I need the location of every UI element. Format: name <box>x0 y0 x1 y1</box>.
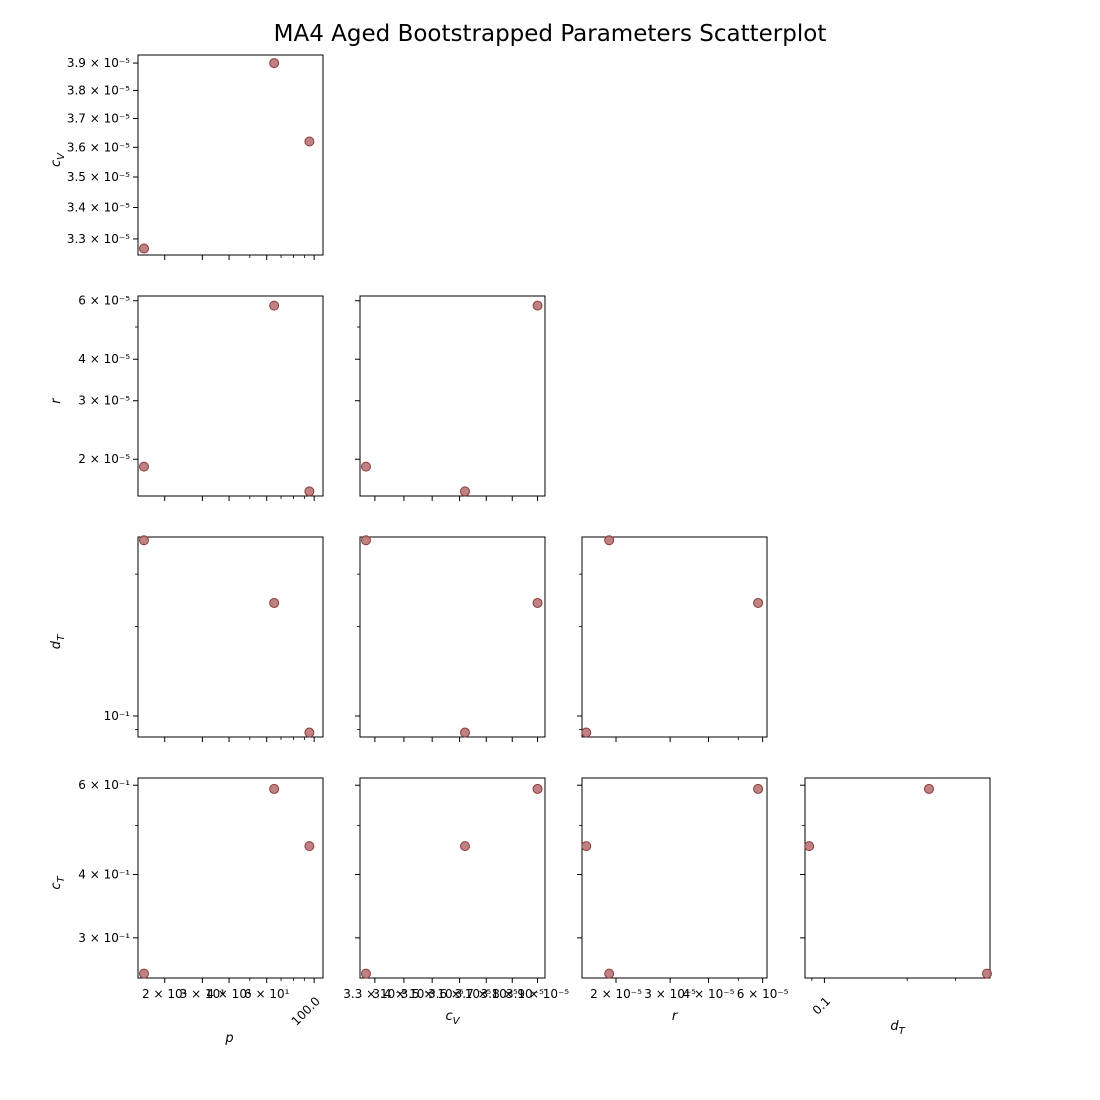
data-point-1 <box>604 535 615 546</box>
data-point-2 <box>923 783 934 794</box>
x-axis-label: cV <box>446 1009 461 1027</box>
x-tick-label: 3.5 × 10⁻⁵ <box>401 987 464 1001</box>
data-point-3 <box>581 727 592 738</box>
y-tick-label: 2 × 10⁻⁵ <box>78 452 130 466</box>
axes-frame <box>581 536 768 738</box>
x-tick-label: 6 × 10¹ <box>244 987 290 1001</box>
subplot-dT-vs-p: 10⁻¹ dT <box>49 535 324 742</box>
x-tick-label: 0.1 <box>810 994 833 1017</box>
data-point-1 <box>604 968 615 979</box>
y-tick-label: 3.5 × 10⁻⁵ <box>67 170 130 184</box>
y-axis-label: r <box>49 397 64 404</box>
axes-frame <box>137 777 324 979</box>
data-point-3 <box>804 841 815 852</box>
x-tick-label: 3 × 10⁻⁵ <box>644 987 696 1001</box>
data-point-3 <box>459 727 470 738</box>
data-point-3 <box>459 486 470 497</box>
y-tick-label: 3.8 × 10⁻⁵ <box>67 83 130 97</box>
y-tick-label: 3.4 × 10⁻⁵ <box>67 201 130 215</box>
axes-frame <box>359 295 546 497</box>
y-tick-label: 3.9 × 10⁻⁵ <box>67 56 130 70</box>
y-tick-label: 3.7 × 10⁻⁵ <box>67 111 130 125</box>
chart-title: MA4 Aged Bootstrapped Parameters Scatter… <box>274 21 827 47</box>
x-tick-label: 3.7 × 10⁻⁵ <box>455 987 518 1001</box>
subplot-cT-vs-dT: 0.1 dT <box>800 777 992 1037</box>
y-tick-label: 3 × 10⁻⁵ <box>78 394 130 408</box>
data-point-1 <box>138 243 149 254</box>
data-point-1 <box>981 968 992 979</box>
axes-frame <box>137 54 324 256</box>
x-tick-label: 2 × 10¹ <box>142 987 188 1001</box>
axes-frame <box>804 777 991 979</box>
y-tick-label: 4 × 10⁻¹ <box>78 868 130 882</box>
data-point-3 <box>304 727 315 738</box>
data-point-3 <box>304 841 315 852</box>
x-tick-label: 6 × 10⁻⁵ <box>737 987 789 1001</box>
subplot-dT-vs-r <box>577 535 768 742</box>
axes-frame <box>137 295 324 497</box>
x-tick-label: 3.3 × 10⁻⁵ <box>343 987 406 1001</box>
subplot-r-vs-cV <box>355 295 546 501</box>
data-point-3 <box>304 136 315 147</box>
x-axis-label: dT <box>890 1019 905 1037</box>
data-point-2 <box>532 783 543 794</box>
data-point-2 <box>269 300 280 311</box>
data-point-1 <box>360 535 371 546</box>
data-point-2 <box>753 597 764 608</box>
axes-frame <box>359 536 546 738</box>
data-point-2 <box>269 597 280 608</box>
data-point-2 <box>269 783 280 794</box>
y-axis-label: cT <box>49 875 67 889</box>
data-point-2 <box>532 597 543 608</box>
axes-frame <box>359 777 546 979</box>
y-tick-label: 3.3 × 10⁻⁵ <box>67 232 130 246</box>
x-tick-label: 100.0 <box>289 994 323 1028</box>
x-tick-label: 4 × 10¹ <box>206 987 252 1001</box>
axes-frame <box>581 777 768 979</box>
y-tick-label: 10⁻¹ <box>104 709 131 723</box>
data-point-3 <box>581 841 592 852</box>
data-point-1 <box>138 535 149 546</box>
axes-frame <box>137 536 324 738</box>
subplot-cT-vs-cV: 3.3 × 10⁻⁵3.4 × 10⁻⁵3.5 × 10⁻⁵3.6 × 10⁻⁵… <box>343 777 569 1027</box>
x-tick-label: 3.8 × 10⁻⁵ <box>481 987 544 1001</box>
y-tick-label: 3.6 × 10⁻⁵ <box>67 140 130 154</box>
x-tick-label: 3 × 10¹ <box>180 987 226 1001</box>
x-axis-label: p <box>224 1031 233 1046</box>
x-tick-label: 3.6 × 10⁻⁵ <box>428 987 491 1001</box>
x-tick-label: 4 × 10⁻⁵ <box>683 987 735 1001</box>
data-point-1 <box>360 968 371 979</box>
y-axis-label: dT <box>49 634 67 649</box>
y-axis-label: cV <box>49 152 67 167</box>
subplot-grid: 3.3 × 10⁻⁵3.4 × 10⁻⁵3.5 × 10⁻⁵3.6 × 10⁻⁵… <box>49 54 992 1046</box>
x-tick-label: 2 × 10⁻⁵ <box>590 987 642 1001</box>
data-point-3 <box>304 486 315 497</box>
data-point-2 <box>269 58 280 69</box>
y-tick-label: 4 × 10⁻⁵ <box>78 352 130 366</box>
data-point-1 <box>138 968 149 979</box>
data-point-3 <box>459 841 470 852</box>
y-tick-label: 6 × 10⁻¹ <box>78 778 130 792</box>
subplot-r-vs-p: 2 × 10⁻⁵ 3 × 10⁻⁵ 4 × 10⁻⁵ 6 × 10⁻⁵ r <box>49 294 324 501</box>
x-axis-label: r <box>672 1009 679 1024</box>
y-tick-label: 6 × 10⁻⁵ <box>78 294 130 308</box>
subplot-cV-vs-p: 3.3 × 10⁻⁵ 3.4 × 10⁻⁵ 3.5 × 10⁻⁵ 3.6 × 10⁻⁵… <box>49 54 324 260</box>
subplot-cT-vs-r: 2 × 10⁻⁵ 3 × 10⁻⁵4 × 10⁻⁵ 6 × 10⁻⁵ r <box>577 777 789 1024</box>
y-tick-label: 3 × 10⁻¹ <box>78 931 130 945</box>
data-point-2 <box>753 783 764 794</box>
x-tick-label: 3.9 × 10⁻⁵ <box>506 987 569 1001</box>
x-tick-label: 3.4 × 10⁻⁵ <box>372 987 435 1001</box>
data-point-1 <box>138 461 149 472</box>
data-point-2 <box>532 300 543 311</box>
subplot-dT-vs-cV <box>355 535 546 742</box>
data-point-1 <box>360 461 371 472</box>
